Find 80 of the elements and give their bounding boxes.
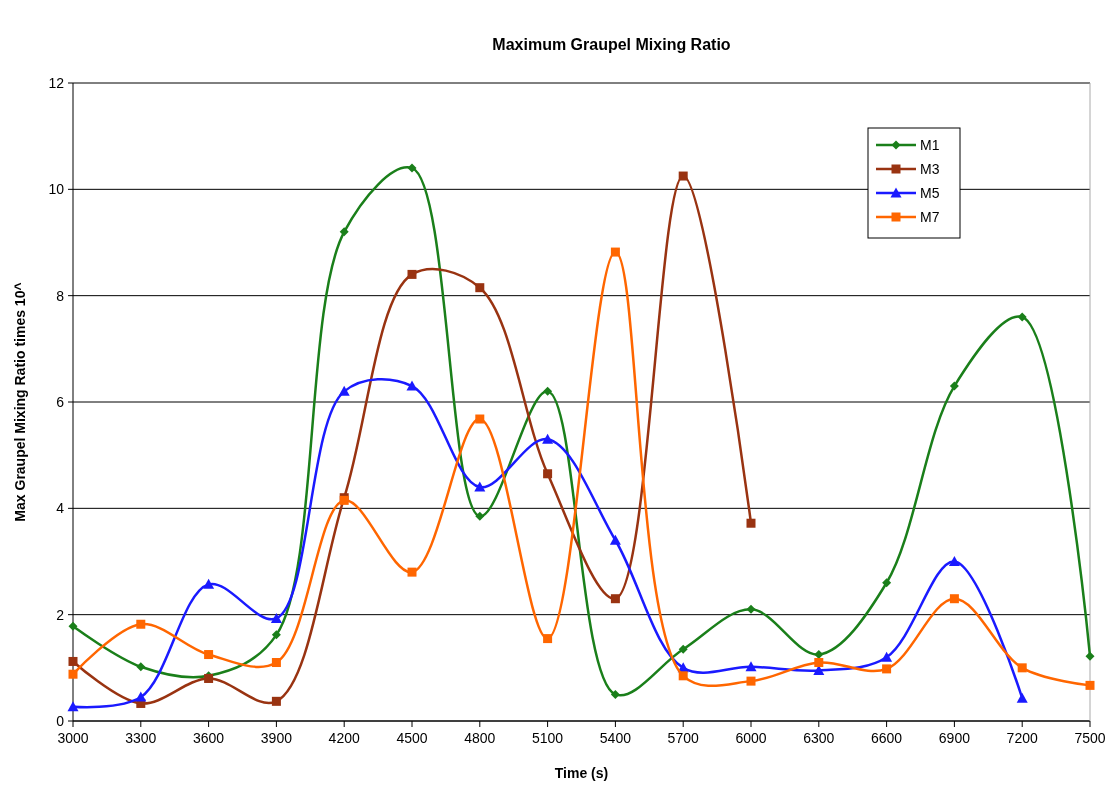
point: [475, 414, 485, 424]
point: [1016, 692, 1028, 703]
x-tick-label: 4200: [328, 730, 360, 746]
legend-label: M1: [920, 136, 940, 153]
x-tick-label: 6000: [735, 730, 767, 746]
y-tick-label: 12: [48, 74, 65, 91]
point: [271, 658, 281, 668]
x-tick-label: 5400: [599, 730, 632, 746]
y-tick-label: 4: [56, 500, 65, 517]
point: [1017, 312, 1027, 322]
point: [746, 604, 756, 614]
point: [746, 518, 756, 528]
point: [407, 163, 417, 173]
y-tick-label: 8: [56, 287, 65, 304]
point: [609, 534, 621, 545]
point: [881, 651, 893, 662]
point: [474, 481, 486, 492]
point: [949, 381, 959, 391]
point: [678, 644, 688, 654]
x-tick-label: 7500: [1074, 730, 1106, 746]
legend-label: M7: [920, 208, 940, 225]
point: [543, 634, 553, 644]
point: [746, 676, 756, 686]
x-tick-label: 3300: [125, 730, 157, 746]
point: [542, 433, 554, 444]
point: [543, 469, 553, 479]
x-tick-label: 3900: [260, 730, 293, 746]
y-tick-label: 0: [56, 712, 65, 729]
point: [610, 594, 620, 604]
point: [882, 664, 892, 674]
point: [407, 269, 417, 279]
point: [136, 662, 146, 672]
y-tick-label: 6: [56, 393, 65, 410]
point: [1017, 663, 1027, 673]
x-tick-label: 5100: [532, 730, 564, 746]
legend-label: M3: [920, 160, 940, 177]
chart-title: Maximum Graupel Mixing Ratio: [492, 36, 731, 53]
point: [678, 671, 688, 681]
point: [745, 661, 757, 672]
point: [338, 385, 350, 396]
point: [68, 621, 78, 631]
point: [406, 380, 418, 391]
x-axis-title: Time (s): [554, 765, 609, 781]
point: [339, 227, 349, 237]
x-tick-label: 3000: [57, 730, 89, 746]
point: [678, 171, 688, 181]
point: [67, 701, 79, 712]
point: [136, 619, 146, 629]
y-tick-label: 10: [48, 181, 65, 198]
point: [882, 578, 892, 588]
point: [204, 650, 214, 660]
point: [814, 658, 824, 668]
point: [948, 556, 960, 566]
point: [271, 696, 281, 706]
x-tick-label: 6300: [803, 730, 835, 746]
x-tick-label: 4500: [396, 730, 428, 746]
x-tick-label: 4800: [464, 730, 496, 746]
y-axis-title: Max Graupel Mixing Ratio times 10^: [12, 282, 28, 522]
point: [475, 511, 485, 521]
x-tick-label: 7200: [1006, 730, 1038, 746]
x-tick-label: 5700: [667, 730, 699, 746]
y-tick-label: 2: [56, 606, 65, 623]
legend-label: M5: [920, 184, 940, 201]
point: [475, 283, 485, 293]
point: [270, 612, 282, 623]
point: [68, 656, 78, 666]
point: [271, 630, 281, 640]
point: [610, 247, 620, 257]
point: [203, 578, 215, 589]
point: [1085, 651, 1095, 661]
point: [543, 386, 553, 396]
x-tick-label: 3600: [193, 730, 225, 746]
point: [1085, 680, 1095, 690]
point: [68, 669, 78, 679]
point: [610, 689, 620, 699]
x-tick-label: 6900: [938, 730, 971, 746]
x-tick-label: 6600: [871, 730, 903, 746]
point: [135, 691, 147, 702]
point: [407, 567, 417, 577]
point: [949, 594, 959, 604]
